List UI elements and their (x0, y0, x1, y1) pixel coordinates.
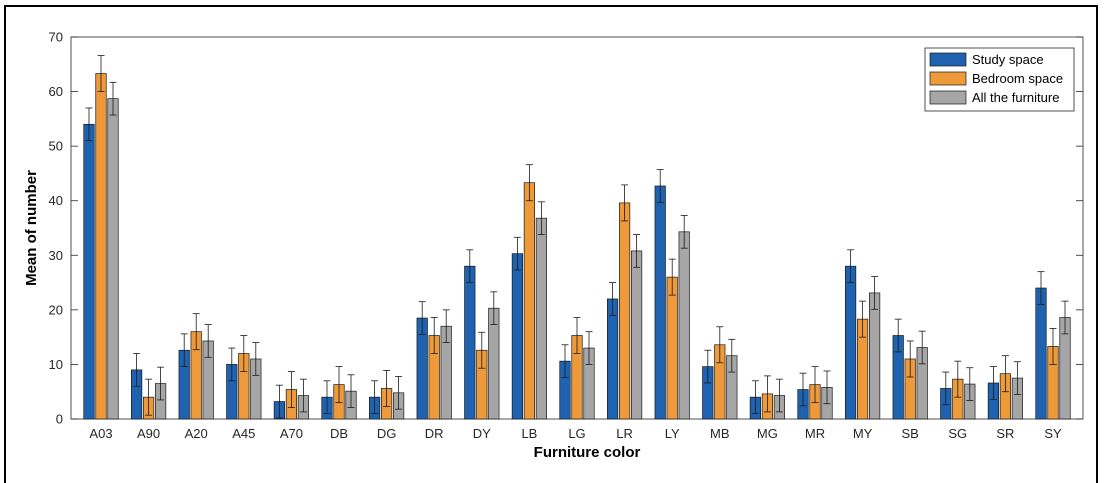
x-tick-label: A90 (137, 426, 160, 441)
legend-label: Study space (972, 52, 1044, 67)
bar-all-the-furniture (107, 98, 119, 420)
x-tick-label: SB (902, 426, 919, 441)
legend-swatch (929, 52, 967, 67)
y-tick-label: 50 (49, 139, 63, 154)
legend: Study space Bedroom space All the furnitur… (924, 47, 1075, 112)
bar-all-the-furniture (535, 217, 548, 420)
y-tick-label: 10 (49, 357, 63, 372)
x-tick-label: DR (425, 426, 444, 441)
bar-bedroom-space (666, 276, 678, 420)
x-tick-label: A70 (280, 426, 303, 441)
y-tick-label: 30 (49, 248, 63, 263)
bar-bedroom-space (618, 202, 631, 420)
x-tick-label: MY (853, 426, 873, 441)
bar-all-the-furniture (678, 231, 690, 420)
bar-study-space (511, 253, 524, 420)
x-tick-label: SG (948, 426, 967, 441)
x-axis: A03 A90 A20 A45 A70 DB DG DR DY LB LG LR LY MB MG MR MY S… (89, 412, 1062, 441)
y-axis-label: Mean of number (23, 170, 40, 286)
x-tick-label: DB (330, 426, 348, 441)
bar-study-space (464, 265, 476, 420)
y-tick-label: 70 (49, 30, 63, 45)
bar-all-the-furniture (868, 292, 881, 420)
x-tick-label: MG (757, 426, 778, 441)
y-tick-label: 60 (49, 84, 63, 99)
bar-study-space (606, 298, 619, 420)
x-tick-label: DY (473, 426, 491, 441)
legend-swatch (929, 90, 967, 105)
bar-all-the-furniture (630, 250, 643, 420)
x-tick-label: LR (616, 426, 633, 441)
legend-swatch (929, 71, 967, 86)
bar-study-space (654, 185, 666, 420)
figure-frame (4, 5, 1098, 483)
bar-study-space (83, 123, 95, 420)
x-tick-label: LB (521, 426, 537, 441)
x-tick-label: SR (996, 426, 1014, 441)
x-axis-label: Furniture color (534, 444, 641, 461)
x-tick-label: LG (568, 426, 585, 441)
x-tick-label: MR (805, 426, 825, 441)
bar-bedroom-space (523, 182, 536, 420)
x-tick-label: DG (377, 426, 397, 441)
legend-label: All the furniture (972, 90, 1059, 105)
x-tick-label: SY (1044, 426, 1062, 441)
y-tick-label: 0 (56, 412, 63, 427)
legend-label: Bedroom space (972, 71, 1063, 86)
bar-bedroom-space (95, 73, 107, 420)
bar-study-space (1035, 287, 1047, 420)
x-tick-label: A20 (185, 426, 208, 441)
y-axis: 0 10 20 30 40 50 60 70 (49, 30, 1083, 427)
bars (83, 55, 1071, 420)
x-tick-label: LY (665, 426, 680, 441)
x-tick-label: A45 (232, 426, 255, 441)
x-tick-label: MB (710, 426, 730, 441)
bar-study-space (844, 265, 857, 420)
x-tick-label: A03 (89, 426, 112, 441)
y-tick-label: 20 (49, 302, 63, 317)
y-tick-label: 40 (49, 193, 63, 208)
